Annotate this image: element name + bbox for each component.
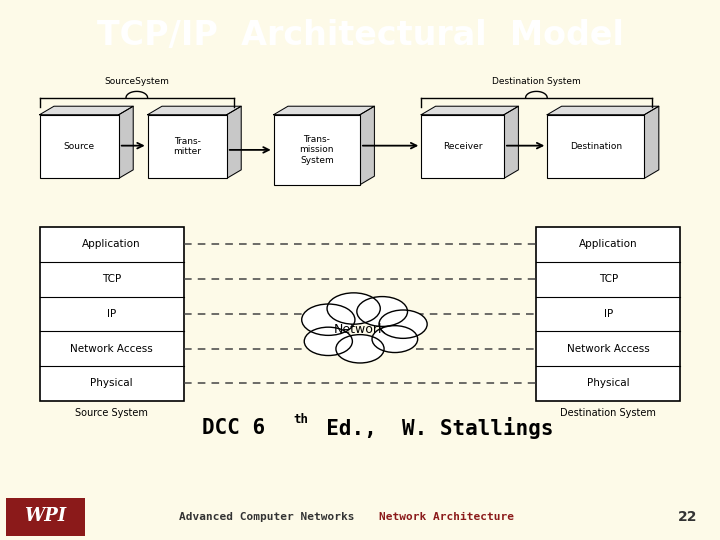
- FancyBboxPatch shape: [6, 498, 85, 536]
- Text: Network: Network: [334, 322, 386, 335]
- Circle shape: [327, 293, 380, 324]
- Text: Trans-
mission
System: Trans- mission System: [300, 135, 334, 165]
- Text: Application: Application: [579, 239, 638, 249]
- Text: Physical: Physical: [90, 379, 133, 388]
- Circle shape: [302, 304, 355, 335]
- Text: Destination: Destination: [570, 142, 622, 151]
- Text: Source System: Source System: [75, 408, 148, 418]
- Polygon shape: [644, 106, 659, 178]
- Text: Destination System: Destination System: [560, 408, 657, 418]
- FancyBboxPatch shape: [148, 114, 227, 178]
- Polygon shape: [360, 106, 374, 185]
- Polygon shape: [148, 106, 241, 114]
- Text: Source: Source: [63, 142, 95, 151]
- Text: Network Access: Network Access: [567, 343, 649, 354]
- Text: WPI: WPI: [24, 507, 66, 525]
- Circle shape: [372, 326, 418, 353]
- Text: Advanced Computer Networks: Advanced Computer Networks: [179, 512, 354, 522]
- Text: Trans-
mitter: Trans- mitter: [174, 137, 201, 156]
- Text: Network Architecture: Network Architecture: [379, 512, 514, 522]
- Circle shape: [305, 327, 352, 355]
- Text: 22: 22: [678, 510, 698, 524]
- Polygon shape: [119, 106, 133, 178]
- Circle shape: [379, 310, 427, 339]
- Text: Ed.,  W. Stallings: Ed., W. Stallings: [301, 417, 554, 440]
- Text: TCP: TCP: [599, 274, 618, 284]
- Text: th: th: [294, 413, 309, 426]
- Circle shape: [336, 335, 384, 363]
- Text: Application: Application: [82, 239, 141, 249]
- Text: DCC 6: DCC 6: [202, 418, 265, 438]
- FancyBboxPatch shape: [274, 114, 360, 185]
- Polygon shape: [274, 106, 374, 114]
- Text: Receiver: Receiver: [443, 142, 482, 151]
- Text: Physical: Physical: [587, 379, 630, 388]
- Text: TCP: TCP: [102, 274, 121, 284]
- Text: Network Access: Network Access: [71, 343, 153, 354]
- FancyBboxPatch shape: [40, 227, 184, 401]
- Text: TCP/IP  Architectural  Model: TCP/IP Architectural Model: [96, 18, 624, 52]
- Polygon shape: [40, 106, 133, 114]
- Circle shape: [357, 296, 408, 326]
- FancyBboxPatch shape: [536, 227, 680, 401]
- Text: SourceSystem: SourceSystem: [104, 77, 169, 86]
- Polygon shape: [504, 106, 518, 178]
- Text: Destination System: Destination System: [492, 77, 581, 86]
- FancyBboxPatch shape: [11, 72, 709, 494]
- Polygon shape: [421, 106, 518, 114]
- Polygon shape: [227, 106, 241, 178]
- FancyBboxPatch shape: [421, 114, 504, 178]
- FancyBboxPatch shape: [40, 114, 119, 178]
- FancyBboxPatch shape: [547, 114, 644, 178]
- Text: IP: IP: [107, 309, 116, 319]
- Polygon shape: [547, 106, 659, 114]
- Text: IP: IP: [604, 309, 613, 319]
